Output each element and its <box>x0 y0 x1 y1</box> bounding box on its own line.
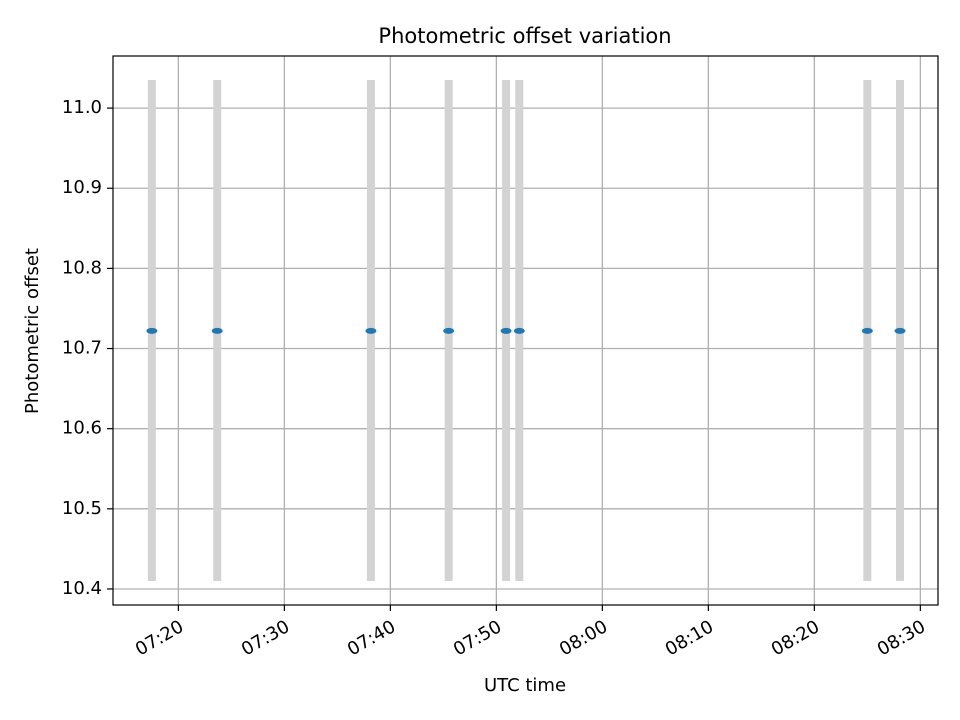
data-points <box>146 327 906 334</box>
data-point <box>365 327 377 334</box>
data-point <box>861 327 873 334</box>
data-point <box>500 327 512 334</box>
x-axis-title: UTC time <box>484 675 566 696</box>
y-tick-label: 10.7 <box>62 338 102 359</box>
y-tick-label: 11.0 <box>62 97 102 118</box>
data-point <box>513 327 525 334</box>
data-point <box>211 327 223 334</box>
data-point <box>894 327 906 334</box>
y-tick-label: 10.6 <box>62 418 102 439</box>
y-axis-title: Photometric offset <box>22 248 43 414</box>
y-tick-label: 10.8 <box>62 257 102 278</box>
y-tick-label: 10.9 <box>62 177 102 198</box>
chart-title: Photometric offset variation <box>378 24 671 48</box>
y-tick-label: 10.5 <box>62 498 102 519</box>
grid <box>113 56 938 605</box>
plot-frame <box>112 55 939 606</box>
data-point <box>146 327 158 334</box>
y-tick-label: 10.4 <box>62 578 102 599</box>
data-point <box>443 327 455 334</box>
